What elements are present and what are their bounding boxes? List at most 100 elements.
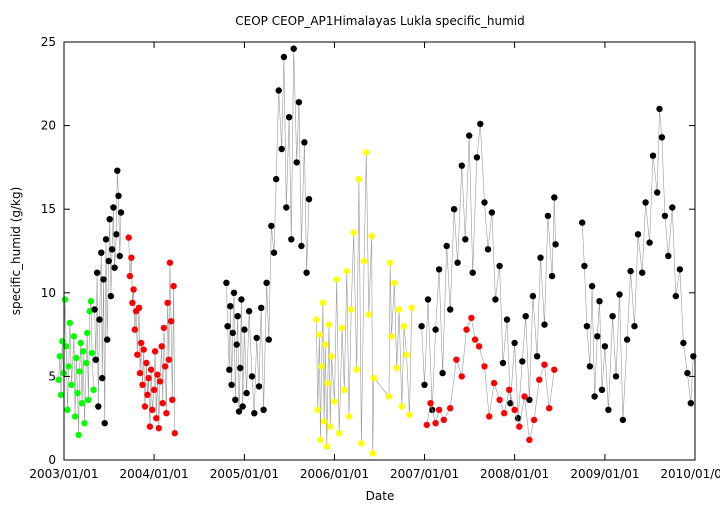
data-point: [360, 257, 368, 265]
data-point: [265, 336, 272, 343]
data-point: [341, 386, 348, 393]
data-point: [370, 374, 378, 382]
data-point: [100, 276, 107, 283]
data-point: [99, 374, 106, 382]
data-point: [165, 356, 173, 363]
x-tick-label: 2004/01/01: [119, 467, 188, 481]
data-point: [684, 369, 691, 377]
data-point: [77, 339, 85, 347]
data-point: [110, 204, 117, 211]
data-point: [128, 254, 135, 261]
data-point: [596, 298, 603, 305]
data-point: [481, 363, 488, 370]
data-point: [454, 259, 461, 266]
data-point: [145, 374, 152, 382]
data-point: [343, 267, 350, 275]
data-point: [96, 316, 103, 323]
series-4: [313, 149, 415, 457]
data-point: [526, 436, 533, 444]
data-point: [388, 333, 395, 340]
data-point: [323, 443, 330, 450]
data-point: [369, 450, 376, 457]
data-point: [365, 311, 372, 318]
data-point: [253, 334, 260, 342]
data-point: [298, 242, 305, 250]
data-point: [526, 396, 533, 403]
data-point: [646, 239, 653, 246]
data-point: [117, 209, 125, 216]
axes-ticks: 0 5 10 15 20 25 2003/01/01 2004/01/01 2005/01/01…: [29, 35, 720, 481]
data-point: [65, 363, 72, 370]
data-point: [241, 326, 248, 333]
series-5: [418, 120, 559, 422]
data-point: [529, 292, 537, 300]
data-point: [345, 413, 353, 420]
data-point: [537, 254, 544, 261]
data-point: [228, 381, 235, 388]
data-point: [88, 349, 96, 357]
data-point: [440, 416, 447, 424]
data-point: [656, 105, 663, 113]
data-point: [463, 326, 470, 333]
data-point: [158, 343, 165, 350]
data-point: [150, 386, 158, 393]
data-point: [327, 423, 334, 430]
data-point: [288, 236, 295, 243]
data-point: [163, 410, 170, 417]
data-point: [138, 339, 145, 347]
data-point: [95, 403, 102, 410]
data-point: [385, 393, 393, 400]
series-6: [423, 314, 558, 444]
data-point: [533, 353, 541, 360]
data-point: [586, 363, 594, 370]
data-point: [669, 204, 676, 211]
data-point: [391, 279, 398, 286]
y-tick-label: 10: [41, 286, 56, 300]
data-point: [104, 336, 111, 343]
data-point: [427, 400, 434, 407]
data-point: [301, 139, 308, 146]
data-point: [583, 323, 591, 330]
data-point: [516, 423, 523, 430]
data-point: [447, 306, 454, 313]
data-point: [139, 381, 146, 388]
data-point: [473, 154, 481, 161]
data-point: [313, 316, 320, 323]
data-point: [475, 343, 483, 350]
data-point: [676, 266, 684, 273]
data-point: [634, 231, 642, 238]
data-point: [170, 282, 177, 290]
data-point: [530, 416, 538, 424]
data-point: [155, 425, 162, 432]
data-point: [154, 371, 161, 378]
data-point: [484, 246, 492, 253]
data-point: [443, 242, 450, 250]
data-point: [129, 299, 136, 306]
data-point: [237, 364, 244, 372]
data-point: [169, 396, 176, 403]
data-point: [164, 299, 171, 306]
data-point: [151, 348, 159, 355]
data-point: [98, 249, 105, 256]
data-point: [488, 209, 496, 216]
data-point: [116, 252, 124, 260]
data-point: [594, 333, 601, 340]
data-point: [322, 341, 329, 348]
data-point: [251, 410, 258, 417]
data-point: [85, 396, 92, 403]
data-point: [295, 99, 303, 106]
data-point: [601, 343, 609, 350]
data-point: [278, 145, 285, 153]
data-point: [153, 415, 160, 422]
data-point: [468, 314, 475, 322]
data-point: [107, 292, 115, 300]
data-point: [519, 358, 526, 365]
data-point: [285, 114, 293, 121]
data-point: [458, 373, 465, 380]
data-point: [511, 406, 518, 413]
data-point: [61, 296, 69, 303]
data-point: [690, 353, 697, 360]
data-point: [421, 381, 428, 388]
data-point: [458, 162, 465, 169]
